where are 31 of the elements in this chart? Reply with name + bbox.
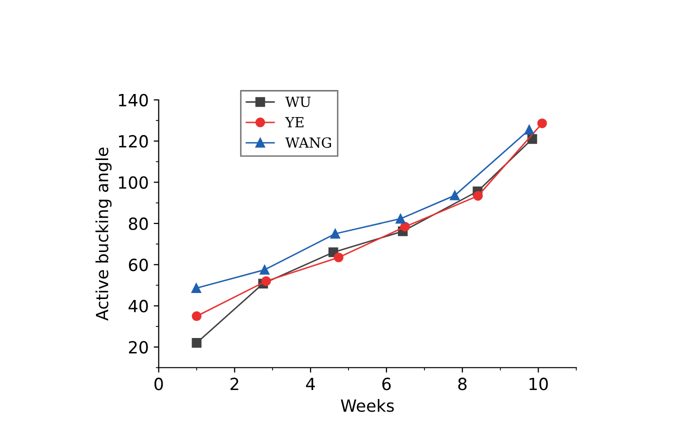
point <box>334 252 344 262</box>
point <box>400 222 410 232</box>
y-tick-label: 120 <box>118 135 148 148</box>
point <box>524 124 534 135</box>
y-tick-label: 80 <box>128 217 148 230</box>
point <box>450 190 460 200</box>
x-tick-label: 2 <box>230 378 238 390</box>
point <box>191 283 202 293</box>
y-tick-label: 140 <box>118 94 148 106</box>
point <box>537 118 547 128</box>
y-tick-label: 20 <box>128 340 148 354</box>
point <box>261 276 271 286</box>
x-axis-title: Weeks <box>340 399 394 412</box>
legend-label: WANG <box>285 137 332 148</box>
point <box>192 311 202 321</box>
y-tick-label: 60 <box>128 258 148 272</box>
x-tick-label: 0 <box>154 378 163 390</box>
point <box>473 190 483 201</box>
y-axis-title: Active bucking angle <box>95 148 112 321</box>
x-tick-label: 4 <box>306 378 315 390</box>
point <box>192 338 202 348</box>
point <box>330 228 340 239</box>
point <box>260 264 270 275</box>
point <box>396 214 406 224</box>
x-tick-label: 8 <box>458 378 467 390</box>
y-tick-label: 100 <box>118 176 148 189</box>
legend-label: YE <box>285 117 304 128</box>
y-tick-label: 40 <box>128 300 148 312</box>
x-tick-label: 10 <box>530 378 548 390</box>
x-tick-label: 6 <box>382 378 391 390</box>
legend-label: WU <box>285 96 311 108</box>
